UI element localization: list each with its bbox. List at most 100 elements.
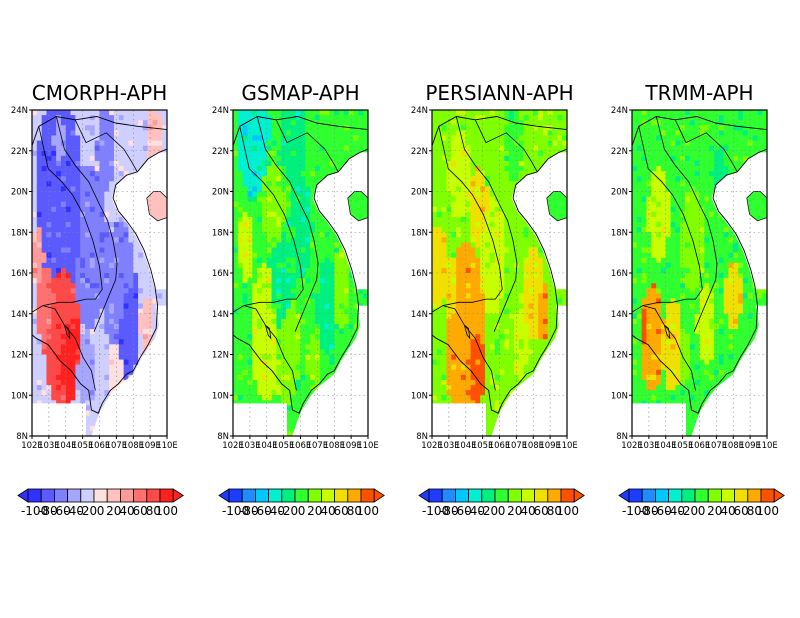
country-border (64, 324, 71, 340)
lon-tick-label: 103E (638, 441, 660, 451)
lat-tick-label: 18N (11, 228, 28, 238)
lon-tick-label: 104E (256, 441, 278, 451)
lon-tick-label: 104E (655, 441, 677, 451)
lat-tick-label: 20N (212, 188, 229, 198)
lon-tick-label: 102E (222, 441, 244, 451)
panel-title: TRMM-APH (644, 81, 753, 105)
country-border (655, 116, 718, 332)
colorbar-label: -80 (239, 504, 259, 518)
panel-title: GSMAP-APH (241, 81, 359, 105)
lat-tick-label: 8N (616, 432, 628, 442)
colorbar-label: 0 (298, 504, 306, 518)
colorbar-label: 100 (356, 504, 379, 518)
country-border (432, 126, 503, 313)
lon-tick-label: 108E (722, 441, 744, 451)
panel-2: GSMAP-APH8N10N12N14N16N18N20N22N24N102E1… (212, 81, 385, 518)
colorbar-label: 80 (747, 504, 762, 518)
coastline (233, 116, 368, 414)
colorbar-label: 60 (734, 504, 749, 518)
lon-tick-label: 109E (539, 441, 561, 451)
colorbar-label: -60 (51, 504, 71, 518)
panel-4: TRMM-APH8N10N12N14N16N18N20N22N24N102E10… (611, 81, 785, 518)
country-border (42, 305, 96, 391)
country-border (265, 324, 272, 340)
colorbar-label: 80 (347, 504, 362, 518)
coastline (432, 116, 567, 414)
colorbar-label: 40 (320, 504, 335, 518)
lon-tick-label: 102E (21, 441, 43, 451)
colorbar-label: -100 (422, 504, 449, 518)
lat-tick-label: 10N (611, 391, 628, 401)
lat-tick-label: 12N (11, 351, 28, 361)
lon-tick-label: 103E (38, 441, 60, 451)
lon-tick-label: 106E (489, 441, 511, 451)
colorbar-label: 20 (106, 504, 121, 518)
colorbar-label: 60 (534, 504, 549, 518)
colorbar-label: -80 (38, 504, 58, 518)
lat-tick-label: 8N (217, 432, 229, 442)
country-border (243, 305, 297, 391)
country-border (664, 324, 671, 340)
colorbar-label: 100 (155, 504, 178, 518)
lat-tick-label: 22N (11, 147, 28, 157)
lat-tick-label: 10N (411, 391, 428, 401)
lat-tick-label: 12N (411, 351, 428, 361)
colorbar-label: 0 (498, 504, 506, 518)
lat-tick-label: 14N (11, 310, 28, 320)
lat-tick-label: 14N (212, 310, 229, 320)
lat-tick-label: 8N (16, 432, 28, 442)
lat-tick-label: 22N (411, 147, 428, 157)
country-border (474, 119, 538, 173)
colorbar-label: 0 (698, 504, 706, 518)
precip-field (432, 110, 567, 436)
lat-tick-label: 20N (611, 188, 628, 198)
country-border (233, 126, 304, 313)
colorbar-label: -20 (479, 504, 499, 518)
lon-tick-label: 102E (621, 441, 643, 451)
country-border (674, 119, 738, 173)
lat-tick-label: 24N (411, 106, 428, 116)
lon-tick-label: 107E (506, 441, 528, 451)
lon-tick-label: 109E (340, 441, 362, 451)
colorbar-label: -60 (252, 504, 272, 518)
lat-tick-label: 18N (611, 228, 628, 238)
lon-tick-label: 106E (89, 441, 111, 451)
colorbar-label: -40 (64, 504, 84, 518)
lon-tick-label: 110E (756, 441, 778, 451)
lon-tick-label: 102E (421, 441, 443, 451)
lat-tick-label: 16N (611, 269, 628, 279)
lon-tick-label: 104E (455, 441, 477, 451)
colorbar-label: 60 (133, 504, 148, 518)
colorbar-label: -20 (279, 504, 299, 518)
colorbar-label: -100 (222, 504, 249, 518)
lon-tick-label: 110E (357, 441, 379, 451)
lon-tick-label: 107E (307, 441, 329, 451)
colorbar-label: -80 (439, 504, 459, 518)
lat-tick-label: 12N (611, 351, 628, 361)
country-border (642, 305, 696, 391)
lon-tick-label: 107E (106, 441, 128, 451)
lon-tick-label: 103E (438, 441, 460, 451)
colorbar-label: 100 (756, 504, 779, 518)
colorbar-label: 0 (97, 504, 105, 518)
lon-tick-label: 105E (472, 441, 494, 451)
lon-tick-label: 108E (122, 441, 144, 451)
colorbar-label: -20 (78, 504, 98, 518)
colorbar-label: -80 (639, 504, 659, 518)
lon-tick-label: 105E (273, 441, 295, 451)
lat-tick-label: 8N (416, 432, 428, 442)
lon-tick-label: 105E (672, 441, 694, 451)
lat-tick-label: 10N (212, 391, 229, 401)
colorbar-label: 20 (507, 504, 522, 518)
lon-tick-label: 103E (239, 441, 261, 451)
coastline (632, 116, 767, 414)
colorbar-label: 80 (146, 504, 161, 518)
colorbar-label: 60 (334, 504, 349, 518)
panel-title: CMORPH-APH (32, 81, 168, 105)
country-border (74, 119, 138, 173)
lat-tick-label: 16N (212, 269, 229, 279)
